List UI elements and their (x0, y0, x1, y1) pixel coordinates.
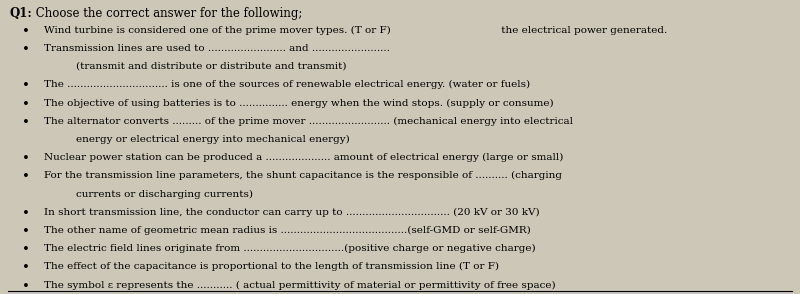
Text: For the transmission line parameters, the shunt capacitance is the responsible o: For the transmission line parameters, th… (44, 171, 562, 180)
Text: Nuclear power station can be produced a .................... amount of electrica: Nuclear power station can be produced a … (44, 153, 563, 162)
Text: •: • (22, 280, 30, 293)
Text: The effect of the capacitance is proportional to the length of transmission line: The effect of the capacitance is proport… (44, 262, 499, 271)
Text: The other name of geometric mean radius is .....................................: The other name of geometric mean radius … (44, 226, 530, 235)
Text: The ............................... is one of the sources of renewable electrica: The ............................... is o… (44, 80, 530, 89)
Text: •: • (22, 261, 30, 274)
Text: The electric field lines originate from ...............................(positive: The electric field lines originate from … (44, 244, 536, 253)
Text: •: • (22, 170, 30, 183)
Text: currents or discharging currents): currents or discharging currents) (76, 189, 253, 198)
Text: The symbol ε represents the ........... ( actual permittivity of material or per: The symbol ε represents the ........... … (44, 280, 556, 290)
Text: The objective of using batteries is to ............... energy when the wind stop: The objective of using batteries is to .… (44, 98, 554, 108)
Text: Choose the correct answer for the following;: Choose the correct answer for the follow… (32, 7, 302, 20)
Text: •: • (22, 243, 30, 256)
Text: Wind turbine is considered one of the prime mover types. (T or F)               : Wind turbine is considered one of the pr… (44, 26, 667, 35)
Text: •: • (22, 207, 30, 220)
Text: energy or electrical energy into mechanical energy): energy or electrical energy into mechani… (76, 135, 350, 144)
Text: (transmit and distribute or distribute and transmit): (transmit and distribute or distribute a… (76, 62, 346, 71)
Text: •: • (22, 25, 30, 38)
Text: •: • (22, 43, 30, 56)
Text: •: • (22, 116, 30, 129)
Text: Q1:: Q1: (10, 7, 32, 20)
Text: •: • (22, 152, 30, 165)
Text: •: • (22, 98, 30, 111)
Text: •: • (22, 225, 30, 238)
Text: •: • (22, 79, 30, 92)
Text: In short transmission line, the conductor can carry up to ......................: In short transmission line, the conducto… (44, 208, 540, 217)
Text: The alternator converts ......... of the prime mover ......................... (: The alternator converts ......... of the… (44, 117, 573, 126)
Text: Transmission lines are used to ........................ and ....................: Transmission lines are used to .........… (44, 44, 390, 53)
